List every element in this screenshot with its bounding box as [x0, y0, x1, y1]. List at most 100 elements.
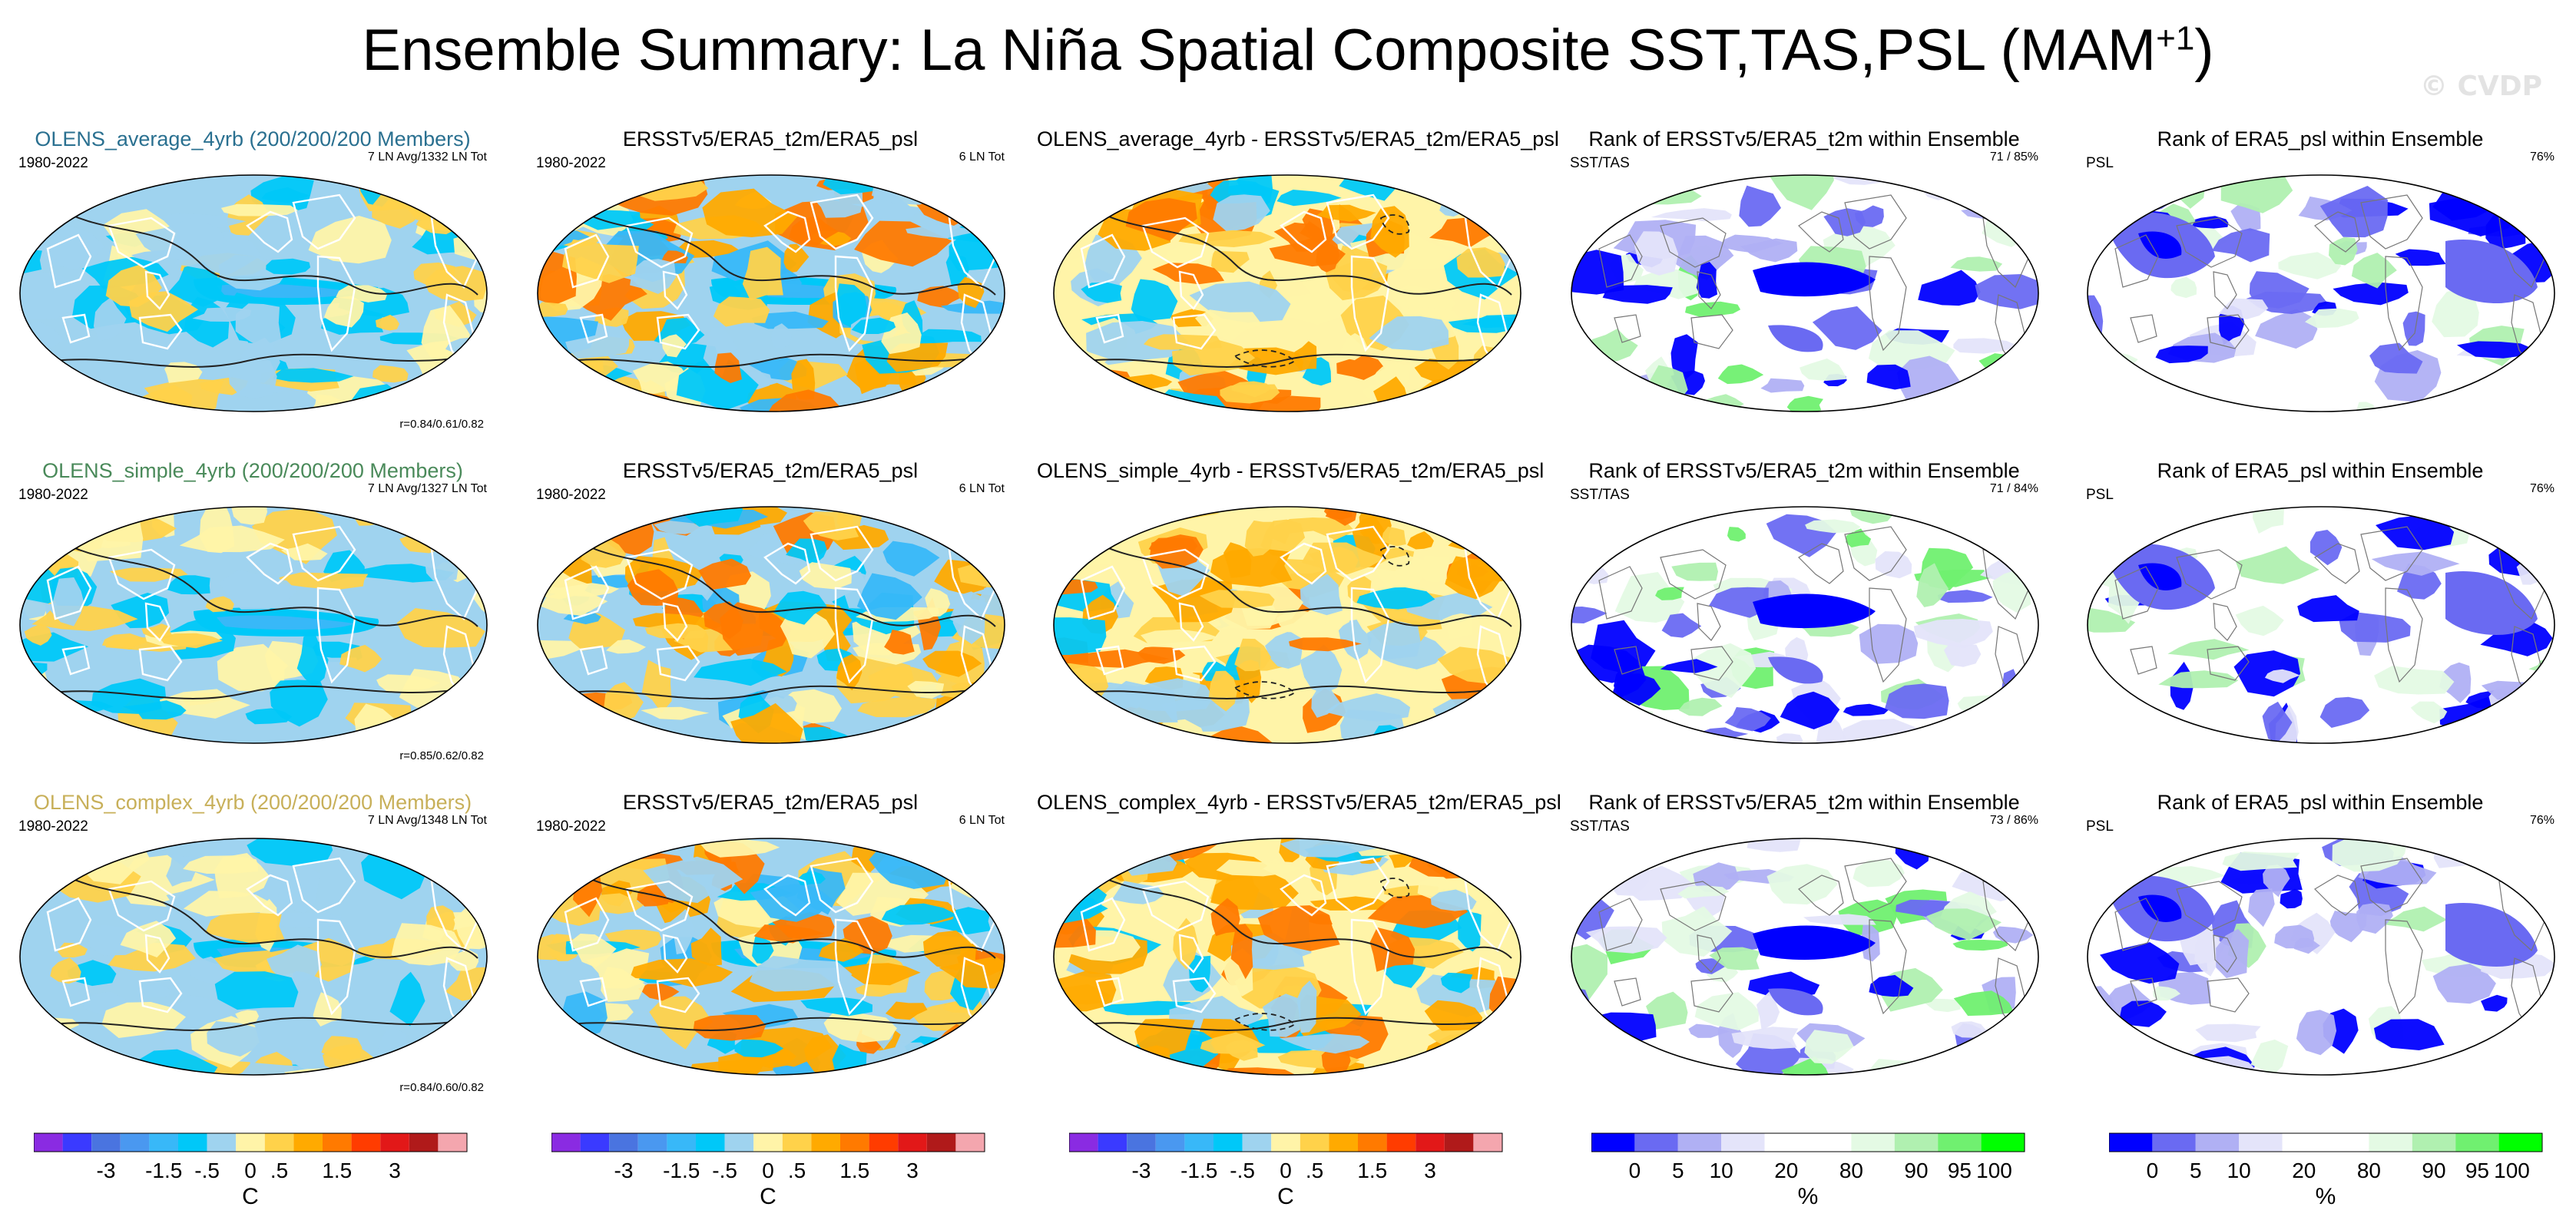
- colorbar-swatch: [1214, 1133, 1243, 1152]
- panel-title: OLENS_average_4yrb (200/200/200 Members): [35, 127, 471, 150]
- colorbar-unit: C: [1277, 1184, 1294, 1209]
- colorbar-swatch: [62, 1133, 92, 1152]
- colorbar-tick-label: 3: [389, 1159, 401, 1182]
- map-rank1: [1571, 838, 2039, 1076]
- map-panel-rank2: Rank of ERA5_psl within Ensemble PSL 76%: [2071, 127, 2570, 435]
- colorbar-swatch: [1271, 1133, 1300, 1152]
- map-diff: [1053, 506, 1521, 744]
- panel-title: ERSSTv5/ERA5_t2m/ERA5_psl: [622, 459, 919, 482]
- panel-title: Rank of ERSSTv5/ERA5_t2m within Ensemble: [1588, 459, 2020, 482]
- colorbar-temp: -3 -1.5 -.5 0 .5 1.5 3 C: [1069, 1132, 1530, 1216]
- panel-left-label: 1980-2022: [536, 487, 606, 503]
- colorbar-swatch: [580, 1133, 610, 1152]
- panel-title: ERSSTv5/ERA5_t2m/ERA5_psl: [622, 127, 919, 150]
- colorbar-tick-label: -.5: [194, 1159, 220, 1182]
- colorbar-swatch: [149, 1133, 178, 1152]
- colorbar-tick-label: 80: [2357, 1159, 2381, 1182]
- panel-left-label: SST/TAS: [1570, 487, 1630, 503]
- colorbar-swatch: [2195, 1133, 2240, 1152]
- colorbar-tick-label: .5: [270, 1159, 288, 1182]
- panel-title: Rank of ERA5_psl within Ensemble: [2157, 459, 2484, 482]
- colorbar-swatch: [323, 1133, 352, 1152]
- colorbar-swatch: [91, 1133, 121, 1152]
- colorbar-swatch: [869, 1133, 899, 1152]
- map-rank2: [2087, 506, 2555, 744]
- colorbar-tick-label: -1.5: [663, 1159, 700, 1182]
- map-panel-diff: OLENS_complex_4yrb - ERSSTv5/ERA5_t2m/ER…: [1037, 791, 1561, 1098]
- map-obs: [537, 174, 1005, 412]
- colorbar-tick-label: -3: [97, 1159, 116, 1182]
- colorbar-swatch: [1808, 1133, 1852, 1152]
- colorbar-swatch: [1981, 1133, 2025, 1152]
- map-model: [19, 506, 488, 744]
- colorbar-swatch: [2455, 1133, 2499, 1152]
- map-rank1: [1571, 174, 2039, 412]
- colorbar-unit: C: [242, 1184, 259, 1209]
- panel-right-label: 71 / 85%: [1989, 150, 2038, 164]
- colorbar-tick-label: 5: [1672, 1159, 1684, 1182]
- colorbar-swatch: [2109, 1133, 2153, 1152]
- map-diff: [1053, 174, 1521, 412]
- map-panel-model: OLENS_simple_4yrb (200/200/200 Members) 1…: [3, 459, 502, 766]
- map-panel-rank1: Rank of ERSSTv5/ERA5_t2m within Ensemble…: [1555, 127, 2054, 435]
- panel-right-label: 6 LN Tot: [959, 150, 1005, 164]
- colorbar-swatch: [264, 1133, 294, 1152]
- panel-title: ERSSTv5/ERA5_t2m/ERA5_psl: [622, 791, 919, 814]
- colorbar-swatch: [1155, 1133, 1185, 1152]
- colorbar-swatch: [1415, 1133, 1445, 1152]
- colorbar-swatch: [811, 1133, 840, 1152]
- panel-title: Rank of ERSSTv5/ERA5_t2m within Ensemble: [1588, 127, 2020, 150]
- colorbar-swatch: [696, 1133, 725, 1152]
- colorbar-tick-label: 20: [1774, 1159, 1798, 1182]
- map-panel-rank1: Rank of ERSSTv5/ERA5_t2m within Ensemble…: [1555, 459, 2054, 766]
- colorbar-swatch: [120, 1133, 150, 1152]
- map-panel-diff: OLENS_average_4yrb - ERSSTv5/ERA5_t2m/ER…: [1037, 127, 1559, 435]
- colorbar-swatch: [1242, 1133, 1272, 1152]
- colorbar-swatch: [1591, 1133, 1635, 1152]
- colorbar-unit: C: [760, 1184, 776, 1209]
- colorbar-swatch: [782, 1133, 812, 1152]
- colorbar-tick-label: -.5: [712, 1159, 737, 1182]
- colorbar-rank: 0 5 10 20 80 90 95 100%: [1591, 1132, 2052, 1216]
- figure-title: Ensemble Summary: La Niña Spatial Compos…: [362, 18, 2214, 83]
- colorbar-temp: -3 -1.5 -.5 0 .5 1.5 3 C: [34, 1132, 495, 1216]
- panel-left-label: 1980-2022: [536, 818, 606, 835]
- colorbar-tick-label: 90: [2422, 1159, 2445, 1182]
- panel-title: OLENS_complex_4yrb (200/200/200 Members): [33, 791, 472, 814]
- colorbar-swatch: [898, 1133, 927, 1152]
- colorbar-swatch: [1098, 1133, 1127, 1152]
- colorbar-swatch: [2326, 1133, 2369, 1152]
- colorbar-temp: -3 -1.5 -.5 0 .5 1.5 3 C: [551, 1132, 1012, 1216]
- map-obs: [537, 506, 1005, 744]
- colorbar-swatch: [637, 1133, 667, 1152]
- map-rank2: [2087, 174, 2555, 412]
- colorbar-swatch: [2282, 1133, 2326, 1152]
- panel-left-label: 1980-2022: [536, 155, 606, 171]
- panel-left-label: SST/TAS: [1570, 818, 1630, 835]
- colorbar-swatch: [1069, 1133, 1098, 1152]
- map-panel-rank2: Rank of ERA5_psl within Ensemble PSL 76%: [2071, 791, 2570, 1098]
- colorbar-tick-label: 95: [1948, 1159, 1972, 1182]
- colorbar-tick-label: 10: [1710, 1159, 1733, 1182]
- panel-left-label: PSL: [2086, 818, 2114, 835]
- colorbar-swatch: [1300, 1133, 1329, 1152]
- colorbar-tick-label: 20: [2292, 1159, 2316, 1182]
- map-panel-model: OLENS_average_4yrb (200/200/200 Members)…: [3, 127, 502, 435]
- colorbar-swatch: [34, 1133, 63, 1152]
- panel-left-label: PSL: [2086, 155, 2114, 171]
- panel-right-label: 7 LN Avg/1327 LN Tot: [367, 482, 487, 495]
- colorbar-tick-label: 3: [1424, 1159, 1436, 1182]
- colorbar-tick-label: 3: [906, 1159, 919, 1182]
- map-diff: [1053, 838, 1521, 1076]
- colorbar-tick-label: -1.5: [145, 1159, 182, 1182]
- panel-title: Rank of ERSSTv5/ERA5_t2m within Ensemble: [1588, 791, 2020, 814]
- colorbar-swatch: [2412, 1133, 2456, 1152]
- panel-left-label: SST/TAS: [1570, 155, 1630, 171]
- panel-title: OLENS_average_4yrb - ERSSTv5/ERA5_t2m/ER…: [1037, 127, 1559, 150]
- colorbar-swatch: [351, 1133, 381, 1152]
- colorbar-tick-label: 100: [2494, 1159, 2530, 1182]
- panel-left-label: PSL: [2086, 487, 2114, 503]
- colorbar-tick-label: 1.5: [1357, 1159, 1387, 1182]
- colorbar-swatch: [667, 1133, 696, 1152]
- colorbar-tick-label: 0: [1629, 1159, 1641, 1182]
